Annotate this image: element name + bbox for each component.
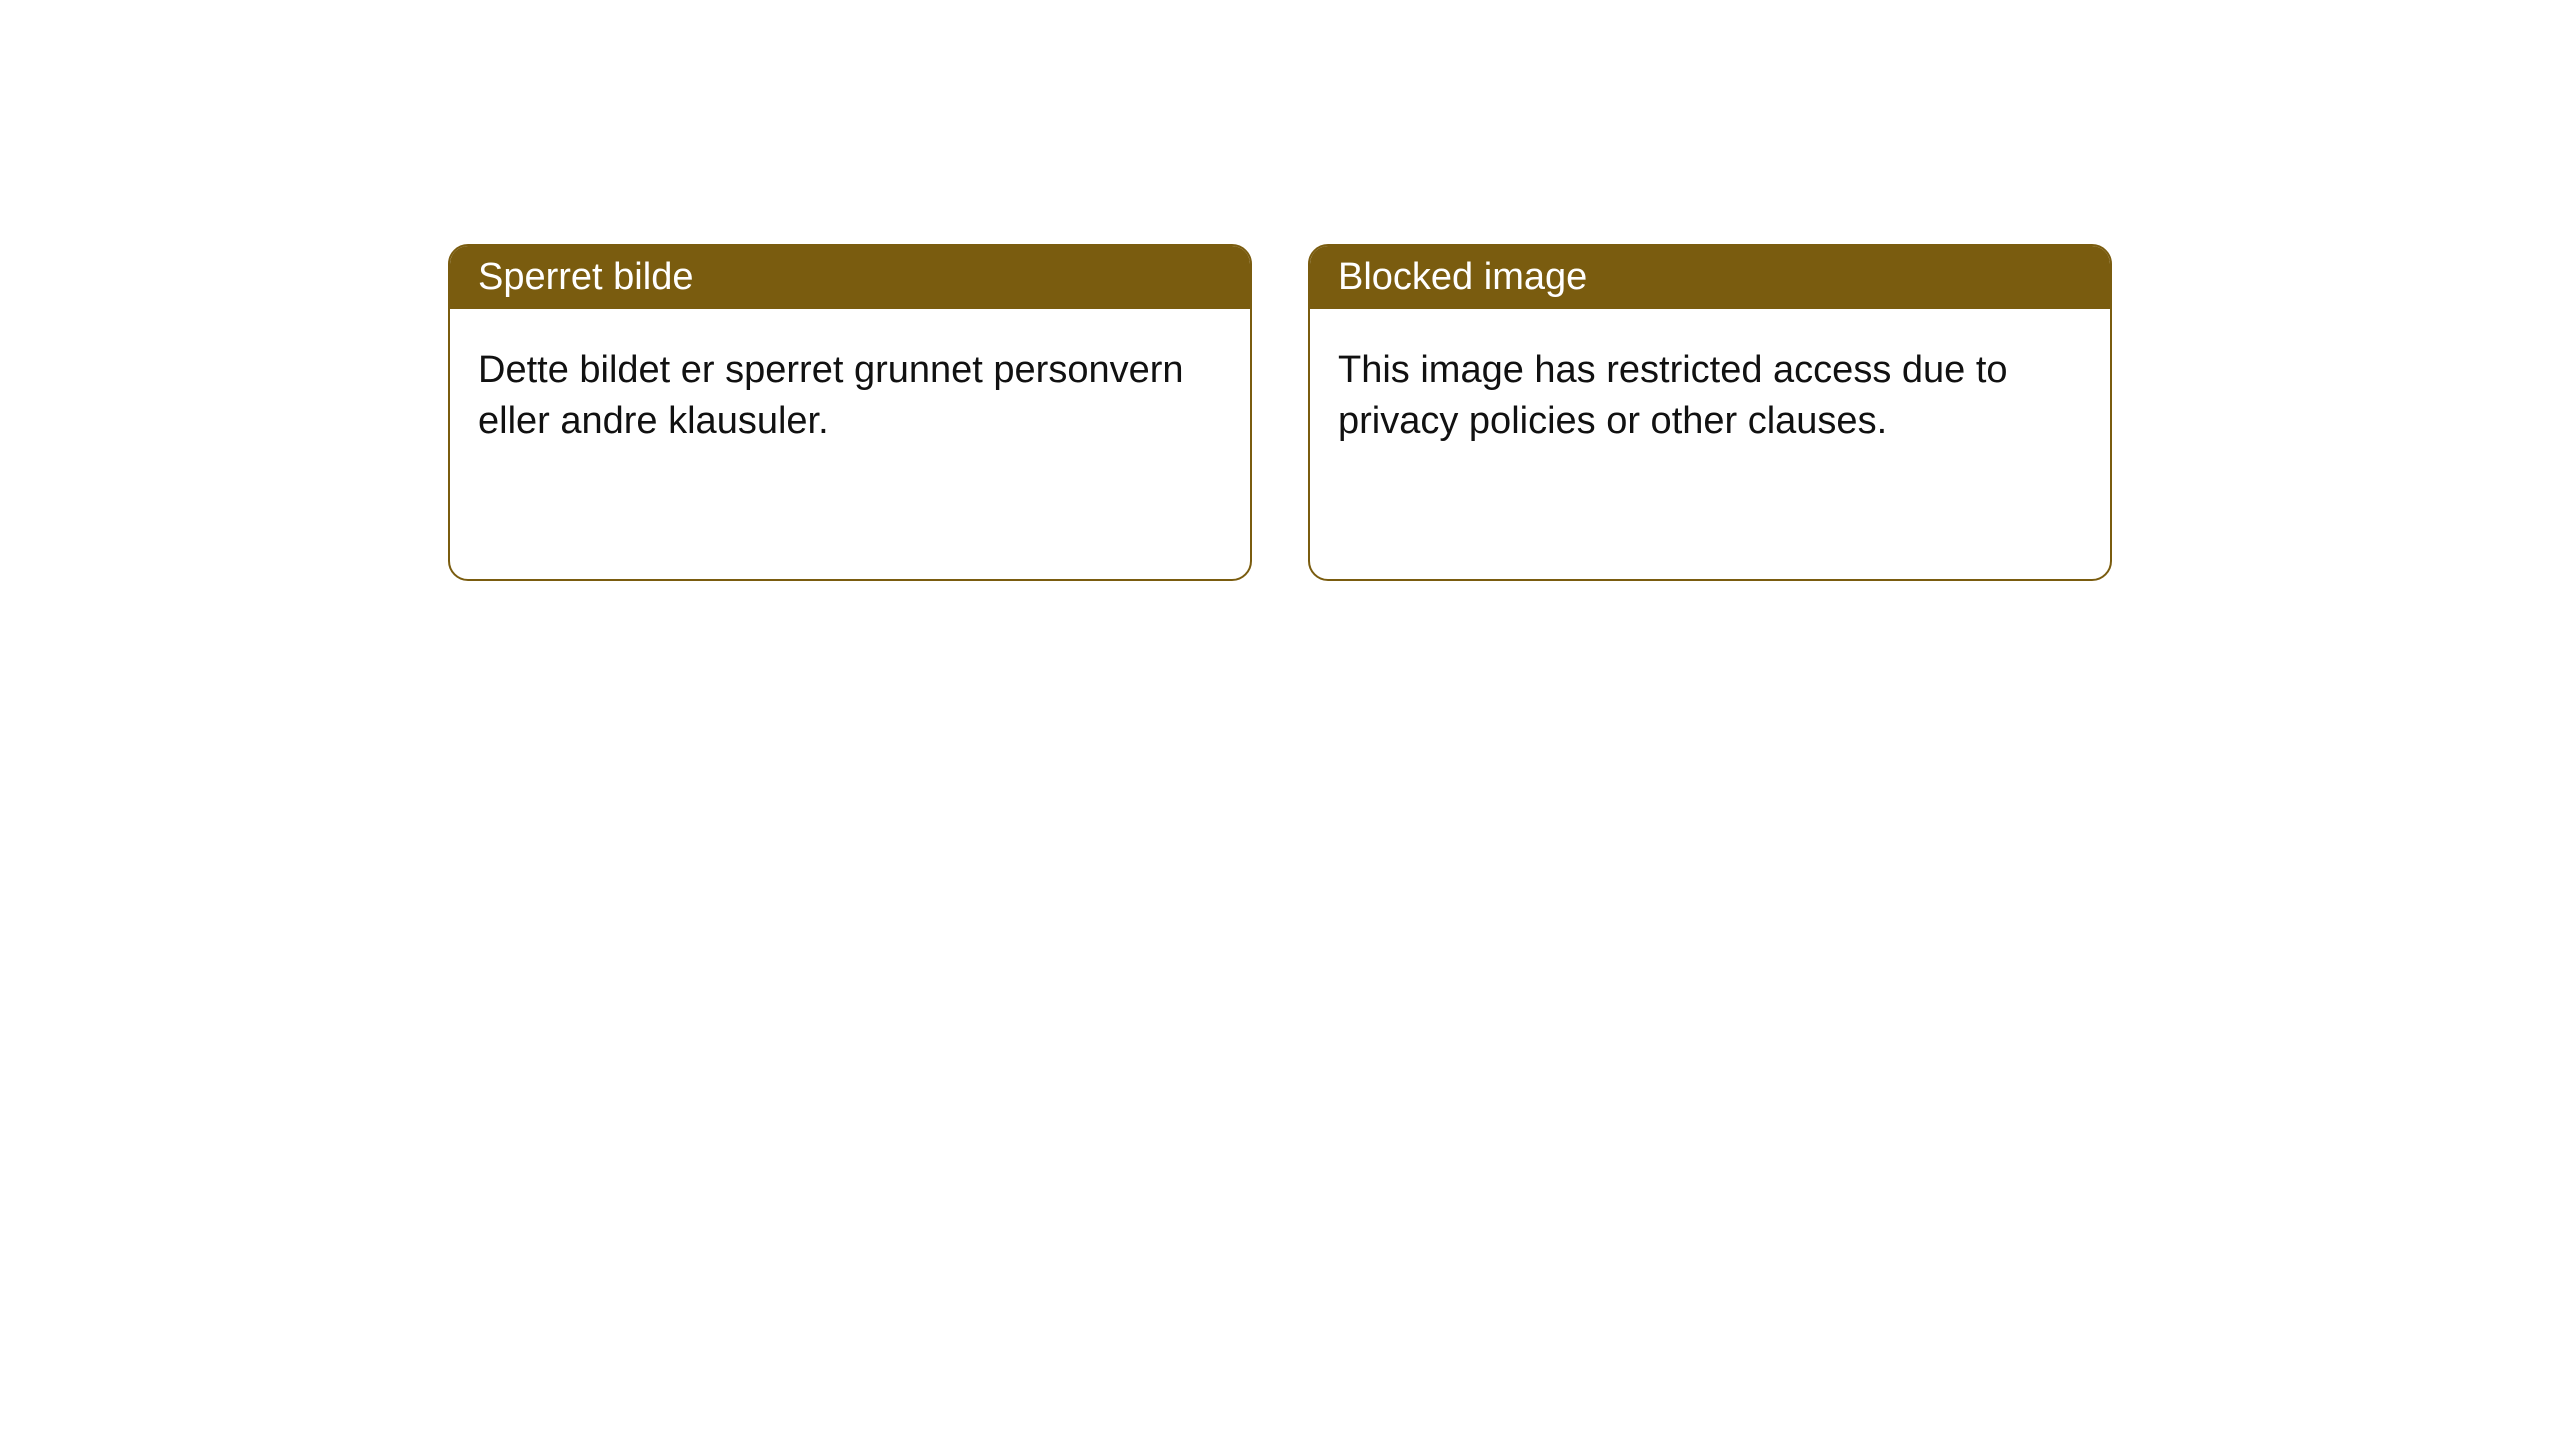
notice-card-title: Sperret bilde [478,256,693,298]
notice-card-text: This image has restricted access due to … [1338,349,2008,442]
notice-card-body: Dette bildet er sperret grunnet personve… [450,309,1250,484]
notice-cards-container: Sperret bilde Dette bildet er sperret gr… [448,244,2112,581]
notice-card-english: Blocked image This image has restricted … [1308,244,2112,581]
notice-card-norwegian: Sperret bilde Dette bildet er sperret gr… [448,244,1252,581]
notice-card-body: This image has restricted access due to … [1310,309,2110,484]
notice-card-title: Blocked image [1338,256,1587,298]
notice-card-text: Dette bildet er sperret grunnet personve… [478,349,1184,442]
notice-card-header: Sperret bilde [450,246,1250,309]
notice-card-header: Blocked image [1310,246,2110,309]
